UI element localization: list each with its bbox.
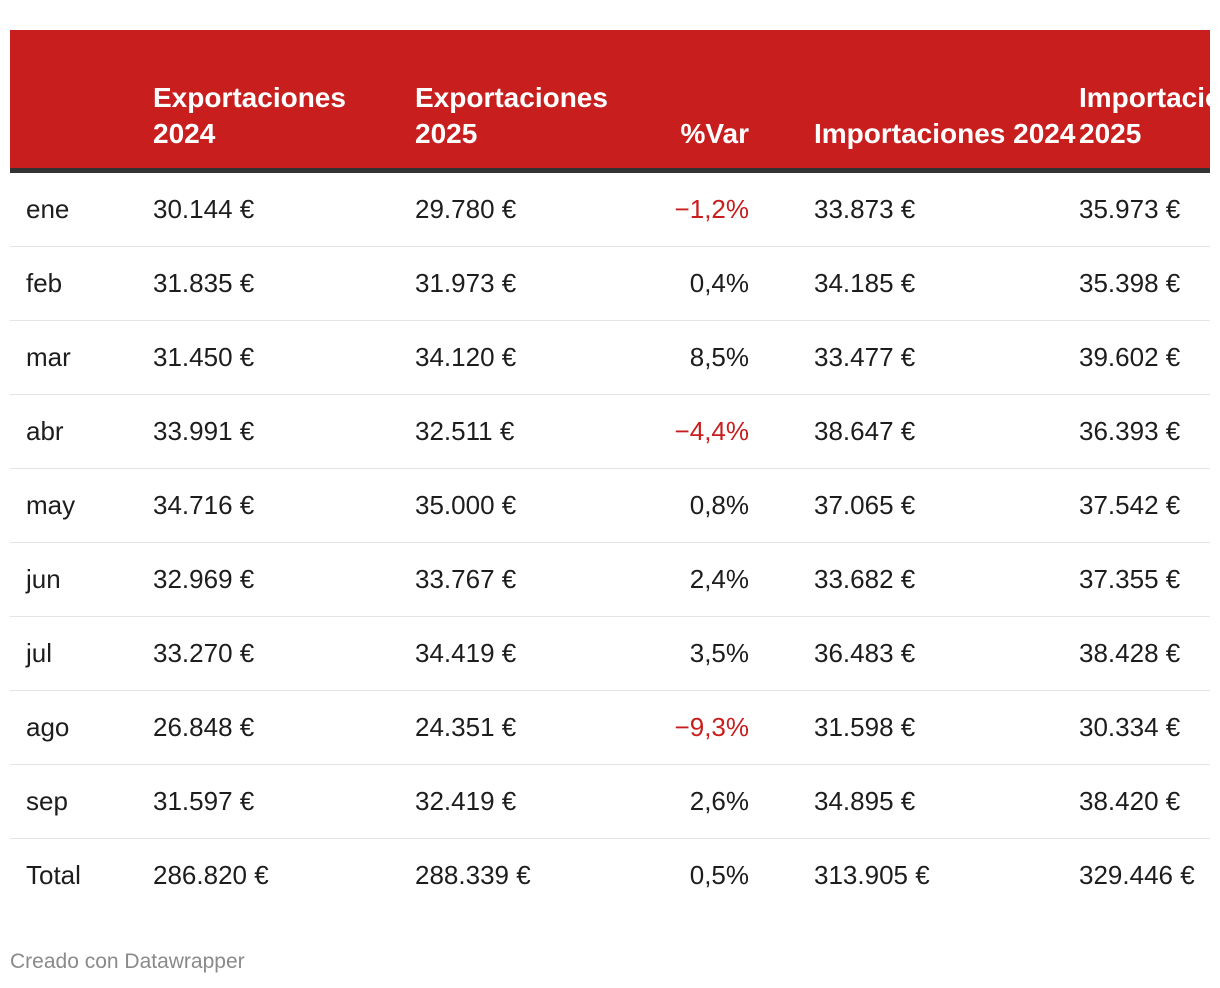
cell-exports-2024: 31.597 €: [153, 764, 415, 839]
cell-spacer: [749, 764, 814, 839]
footer-credit[interactable]: Creado con Datawrapper: [10, 950, 245, 973]
cell-exports-2024: 31.835 €: [153, 246, 415, 321]
cell-imports-2025: 37.355 €: [1079, 542, 1210, 617]
trade-table: Exportaciones 2024 Exportaciones 2025 %V…: [10, 30, 1210, 912]
cell-var: 3,5%: [620, 616, 749, 691]
cell-exports-2024: 34.716 €: [153, 468, 415, 543]
cell-var: −4,4%: [620, 394, 749, 469]
cell-exports-2024: 26.848 €: [153, 690, 415, 765]
cell-spacer: [749, 838, 814, 912]
header-month[interactable]: [10, 30, 153, 173]
table-row: mar 31.450 €34.120 €8,5% 33.477 €39.602 €: [10, 320, 1210, 395]
cell-imports-2025: 39.602 €: [1079, 320, 1210, 395]
cell-var: −9,3%: [620, 690, 749, 765]
cell-imports-2025: 37.542 €: [1079, 468, 1210, 543]
cell-imports-2024: 34.185 €: [814, 246, 1079, 321]
cell-exports-2025: 34.419 €: [415, 616, 620, 691]
cell-exports-2024: 33.270 €: [153, 616, 415, 691]
cell-exports-2025: 288.339 €: [415, 859, 531, 890]
table-row: may 34.716 €35.000 €0,8% 37.065 €37.542 €: [10, 468, 1210, 543]
cell-month: feb: [10, 246, 153, 321]
cell-imports-2025: 36.393 €: [1079, 394, 1210, 469]
cell-var: −1,2%: [620, 170, 749, 247]
cell-imports-2025: 38.420 €: [1079, 764, 1210, 839]
cell-imports-2024: 34.895 €: [814, 764, 1079, 839]
cell-spacer: [749, 394, 814, 469]
cell-exports-2024: 31.450 €: [153, 320, 415, 395]
cell-month: may: [10, 468, 153, 543]
cell-exports-2024: 33.991 €: [153, 394, 415, 469]
cell-var: 2,4%: [620, 542, 749, 617]
cell-spacer: [749, 170, 814, 247]
cell-exports-2025: 32.419 €: [415, 764, 620, 839]
header-imports-2024[interactable]: Importaciones 2024: [814, 30, 1079, 173]
header-exports-2025[interactable]: Exportaciones 2025: [415, 30, 620, 173]
cell-month: abr: [10, 394, 153, 469]
table-row: ago 26.848 €24.351 € −9,3% 31.598 €30.334 €: [10, 690, 1210, 765]
table-row: sep 31.597 €32.419 €2,6% 34.895 €38.420 €: [10, 764, 1210, 839]
cell-exports-2025: 35.000 €: [415, 468, 620, 543]
cell-imports-2025: 35.398 €: [1079, 246, 1210, 321]
cell-exports-2025: 33.767 €: [415, 542, 620, 617]
table-row: feb 31.835 €31.973 €0,4% 34.185 €35.398 €: [10, 246, 1210, 321]
cell-spacer: [749, 542, 814, 617]
cell-exports-2025: 29.780 €: [415, 170, 620, 247]
cell-imports-2025: 329.446 €: [1079, 859, 1195, 890]
cell-var: 2,6%: [620, 764, 749, 839]
cell-imports-2024: 33.477 €: [814, 320, 1079, 395]
cell-var: 0,4%: [620, 246, 749, 321]
table-row: ene 30.144 €29.780 € −1,2% 33.873 €35.973 €: [10, 170, 1210, 247]
cell-imports-2024: 33.873 €: [814, 170, 1079, 247]
cell-imports-2024: 37.065 €: [814, 468, 1079, 543]
cell-spacer: [749, 320, 814, 395]
header-exports-2024[interactable]: Exportaciones 2024: [153, 30, 415, 173]
cell-month: mar: [10, 320, 153, 395]
cell-exports-2024: 30.144 €: [153, 170, 415, 247]
cell-spacer: [749, 616, 814, 691]
cell-imports-2025: 35.973 €: [1079, 170, 1210, 247]
cell-var: 0,5%: [689, 859, 749, 890]
cell-month: ago: [10, 690, 153, 765]
cell-month: jun: [10, 542, 153, 617]
header-imports-2025[interactable]: Importaciones 2025: [1079, 30, 1210, 173]
cell-imports-2024: 36.483 €: [814, 616, 1079, 691]
cell-imports-2024: 38.647 €: [814, 394, 1079, 469]
table-row: jun 32.969 €33.767 €2,4% 33.682 €37.355 €: [10, 542, 1210, 617]
table-row: jul 33.270 €34.419 €3,5% 36.483 €38.428 €: [10, 616, 1210, 691]
cell-exports-2025: 31.973 €: [415, 246, 620, 321]
cell-exports-2025: 32.511 €: [415, 394, 620, 469]
cell-month: Total: [26, 859, 81, 890]
cell-imports-2024: 33.682 €: [814, 542, 1079, 617]
cell-imports-2024: 31.598 €: [814, 690, 1079, 765]
header-spacer: [749, 30, 814, 173]
header-var[interactable]: %Var: [620, 30, 749, 173]
cell-imports-2025: 30.334 €: [1079, 690, 1210, 765]
cell-exports-2024: 32.969 €: [153, 542, 415, 617]
cell-exports-2024: 286.820 €: [153, 859, 269, 890]
cell-exports-2025: 24.351 €: [415, 690, 620, 765]
cell-spacer: [749, 690, 814, 765]
header-row: Exportaciones 2024 Exportaciones 2025 %V…: [10, 30, 1210, 173]
table-row: abr 33.991 €32.511 € −4,4% 38.647 €36.393 €: [10, 394, 1210, 469]
total-row: Total 286.820 € 288.339 € 0,5% 313.905 € 329.…: [10, 838, 1210, 912]
cell-month: ene: [10, 170, 153, 247]
cell-spacer: [749, 468, 814, 543]
cell-month: sep: [10, 764, 153, 839]
cell-var: 0,8%: [620, 468, 749, 543]
cell-imports-2025: 38.428 €: [1079, 616, 1210, 691]
table-body: ene 30.144 €29.780 € −1,2% 33.873 €35.973 €…: [10, 170, 1210, 912]
cell-exports-2025: 34.120 €: [415, 320, 620, 395]
cell-month: jul: [10, 616, 153, 691]
data-table-container: Exportaciones 2024 Exportaciones 2025 %V…: [10, 30, 1210, 912]
cell-imports-2024: 313.905 €: [814, 859, 930, 890]
cell-var: 8,5%: [620, 320, 749, 395]
cell-spacer: [749, 246, 814, 321]
